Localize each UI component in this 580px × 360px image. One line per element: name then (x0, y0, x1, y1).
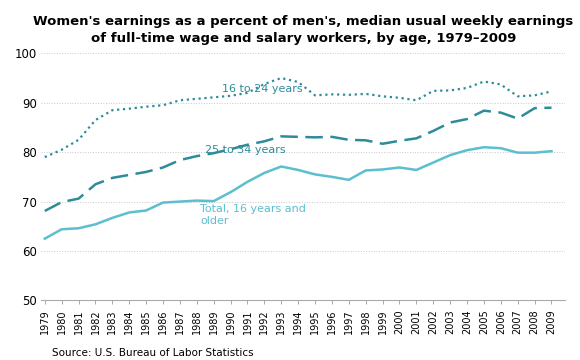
Title: Women's earnings as a percent of men's, median usual weekly earnings
of full-tim: Women's earnings as a percent of men's, … (33, 15, 574, 45)
Text: 25 to 34 years: 25 to 34 years (205, 145, 286, 155)
Text: Source: U.S. Bureau of Labor Statistics: Source: U.S. Bureau of Labor Statistics (52, 348, 254, 358)
Text: 16 to 24 years: 16 to 24 years (222, 84, 303, 94)
Text: Total, 16 years and
older: Total, 16 years and older (200, 204, 306, 226)
